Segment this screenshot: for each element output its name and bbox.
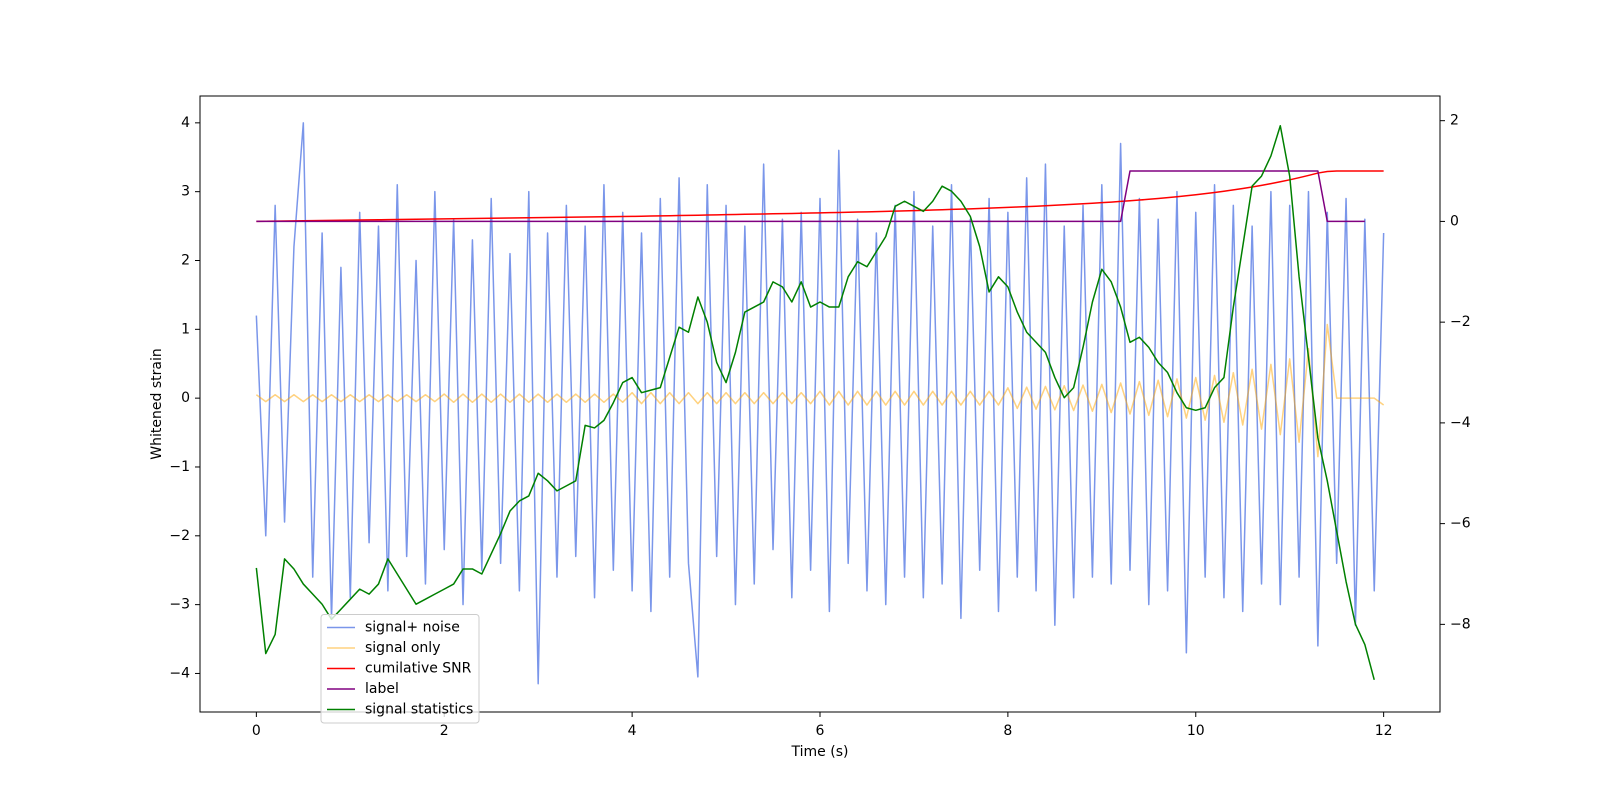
- x-tick-label: 8: [1003, 723, 1012, 739]
- y2-tick-label: −4: [1450, 415, 1471, 431]
- x-tick-label: 6: [816, 723, 825, 739]
- x-tick-label: 12: [1375, 723, 1393, 739]
- x-tick-label: 2: [440, 723, 449, 739]
- series-line: [256, 170, 1365, 223]
- series-line: [255, 122, 1385, 685]
- y-tick-label: 2: [181, 252, 190, 268]
- legend-label: label: [365, 681, 399, 697]
- legend-label: cumilative SNR: [365, 661, 472, 677]
- y2-tick-label: 2: [1450, 113, 1459, 129]
- series-line: [255, 323, 1385, 458]
- plot-frame: [199, 95, 1441, 713]
- legend: signal+ noise signal only cumilative SNR la…: [320, 614, 480, 724]
- y2-tick-label: −8: [1450, 616, 1471, 632]
- series-line: [255, 124, 1375, 680]
- y-tick-label: 4: [181, 115, 190, 131]
- x-axis-label: Time (s): [791, 744, 849, 760]
- legend-label: signal only: [365, 640, 440, 656]
- legend-label: signal statistics: [365, 702, 473, 718]
- y-tick-label: 3: [181, 184, 190, 200]
- y2-tick-label: −6: [1450, 516, 1471, 532]
- y-tick-label: −2: [169, 528, 190, 544]
- y2-tick-label: 0: [1450, 213, 1459, 229]
- y-tick-label: −3: [169, 597, 190, 613]
- y-tick-label: −4: [169, 665, 190, 681]
- x-tick-label: 0: [252, 723, 261, 739]
- y-tick-label: 1: [181, 321, 190, 337]
- y-axis-label: Whitened strain: [149, 348, 165, 459]
- x-tick-label: 4: [628, 723, 637, 739]
- y-tick-label: −1: [169, 459, 190, 475]
- y-tick-label: 0: [181, 390, 190, 406]
- series-line: [256, 170, 1384, 223]
- x-tick-label: 10: [1187, 723, 1205, 739]
- y2-tick-label: −2: [1450, 314, 1471, 330]
- legend-box: [320, 614, 480, 724]
- legend-label: signal+ noise: [365, 620, 460, 636]
